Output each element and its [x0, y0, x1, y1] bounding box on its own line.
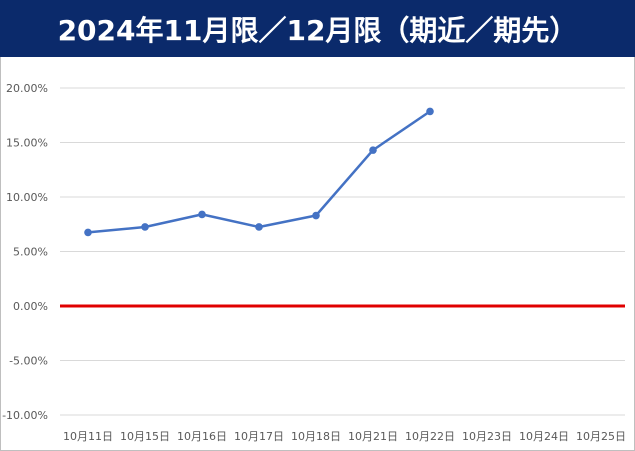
y-tick-label: 15.00%: [6, 137, 48, 150]
chart-title: 2024年11月限／12月限（期近／期先）: [57, 13, 578, 47]
y-tick-label: 5.00%: [13, 246, 48, 259]
x-tick-label: 10月21日: [348, 430, 398, 443]
data-point: [369, 146, 377, 154]
data-point: [141, 223, 149, 231]
x-tick-label: 10月25日: [576, 430, 626, 443]
y-tick-label: 20.00%: [6, 82, 48, 95]
x-tick-label: 10月18日: [291, 430, 341, 443]
x-tick-label: 10月23日: [462, 430, 512, 443]
x-tick-label: 10月22日: [405, 430, 455, 443]
x-axis-ticks: 10月11日 10月15日 10月16日 10月17日 10月18日 10月21日 10月2…: [63, 430, 626, 443]
title-banner: 2024年11月限／12月限（期近／期先）: [0, 0, 635, 57]
x-tick-label: 10月17日: [234, 430, 284, 443]
y-tick-label: 10.00%: [6, 191, 48, 204]
series-line: [87, 110, 431, 234]
x-tick-label: 10月15日: [120, 430, 170, 443]
data-point: [426, 107, 434, 116]
y-axis-ticks: -10.00% -5.00% 0.00% 5.00% 10.00% 15.00% 20.00…: [2, 82, 48, 422]
data-point: [255, 223, 263, 231]
y-tick-label: -5.00%: [9, 355, 48, 368]
gridlines: [60, 87, 625, 416]
data-point: [312, 211, 320, 220]
y-tick-label: -10.00%: [2, 409, 48, 422]
series-layer: [84, 107, 434, 237]
x-tick-label: 10月11日: [63, 430, 113, 443]
x-tick-label: 10月16日: [177, 430, 227, 443]
y-tick-label: 0.00%: [13, 300, 48, 313]
data-point: [198, 210, 206, 219]
data-point: [84, 228, 92, 237]
x-tick-label: 10月24日: [519, 430, 569, 443]
